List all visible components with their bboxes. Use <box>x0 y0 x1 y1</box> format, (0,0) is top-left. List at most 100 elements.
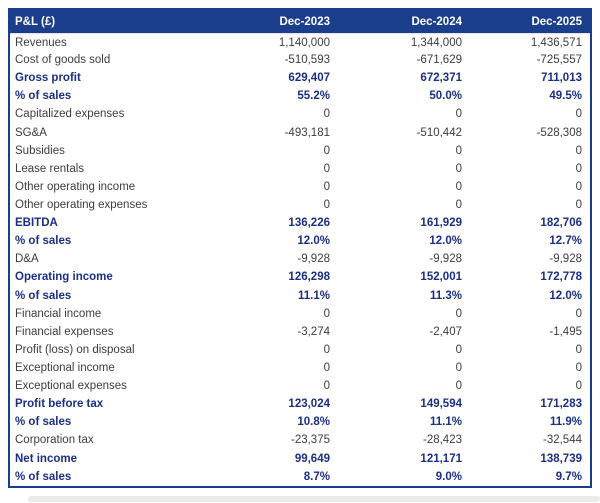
column-header-dec-2024: Dec-2024 <box>411 15 462 28</box>
row-value: -2,407 <box>429 325 462 338</box>
row-value: 0 <box>455 343 462 356</box>
row-value: -725,557 <box>536 54 582 67</box>
table-row: Cost of goods sold -510,593 -671,629 -725,5… <box>10 51 590 69</box>
row-value: 138,739 <box>540 452 582 465</box>
table-row: Other operating expenses 0 0 0 <box>10 196 590 214</box>
table-row: EBITDA 136,226 161,929 182,706 <box>10 214 590 232</box>
row-value: 0 <box>323 307 330 320</box>
row-value: 12.0% <box>549 289 582 302</box>
row-value: 1,436,571 <box>530 36 582 49</box>
row-value: -32,544 <box>542 434 582 447</box>
row-value: 99,649 <box>294 452 330 465</box>
row-value: 0 <box>575 307 582 320</box>
row-label: Exceptional income <box>15 362 115 375</box>
table-row: Lease rentals 0 0 0 <box>10 160 590 178</box>
row-value: 172,778 <box>540 271 582 284</box>
row-value: -671,629 <box>416 54 462 67</box>
row-value: 0 <box>575 343 582 356</box>
row-value: 672,371 <box>420 72 462 85</box>
row-value: 161,929 <box>420 217 462 230</box>
row-value: 0 <box>323 199 330 212</box>
column-header-dec-2025: Dec-2025 <box>531 15 582 28</box>
row-label: Operating income <box>15 271 113 284</box>
row-value: 0 <box>575 180 582 193</box>
row-label: Profit before tax <box>15 398 104 411</box>
row-value: 0 <box>455 162 462 175</box>
row-value: 11.1% <box>430 416 462 429</box>
row-value: 12.7% <box>549 235 582 248</box>
row-value: 0 <box>455 180 462 193</box>
row-value: 629,407 <box>288 72 330 85</box>
table-row: % of sales 11.1% 11.3% 12.0% <box>10 287 590 305</box>
row-label: Corporation tax <box>15 434 94 447</box>
row-value: 0 <box>575 162 582 175</box>
horizontal-scrollbar[interactable] <box>28 496 600 502</box>
table-row: Capitalized expenses 0 0 0 <box>10 105 590 123</box>
table-row: Financial expenses -3,274 -2,407 -1,495 <box>10 323 590 341</box>
row-value: -510,593 <box>284 54 330 67</box>
table-row: Net income 99,649 121,171 138,739 <box>10 450 590 468</box>
row-value: 10.8% <box>297 416 330 429</box>
table-row: % of sales 8.7% 9.0% 9.7% <box>10 468 590 486</box>
row-value: 0 <box>575 199 582 212</box>
row-label: Subsidies <box>15 144 65 157</box>
row-label: EBITDA <box>15 217 58 230</box>
row-value: -23,375 <box>290 434 330 447</box>
row-label: Other operating expenses <box>15 199 148 212</box>
row-value: 12.0% <box>297 235 330 248</box>
row-value: -510,442 <box>416 126 462 139</box>
row-value: 1,344,000 <box>410 36 462 49</box>
column-header-dec-2023: Dec-2023 <box>279 15 330 28</box>
row-label: % of sales <box>15 90 72 103</box>
table-row: Financial income 0 0 0 <box>10 305 590 323</box>
row-value: 0 <box>323 362 330 375</box>
row-value: 0 <box>575 144 582 157</box>
row-value: 49.5% <box>549 90 582 103</box>
row-value: 9.0% <box>435 470 462 483</box>
table-row: Profit (loss) on disposal 0 0 0 <box>10 341 590 359</box>
row-label: % of sales <box>15 235 72 248</box>
row-value: 0 <box>455 144 462 157</box>
row-label: Revenues <box>15 36 67 49</box>
table-row: Other operating income 0 0 0 <box>10 178 590 196</box>
row-value: 0 <box>323 144 330 157</box>
row-value: 123,024 <box>288 398 330 411</box>
row-value: 0 <box>455 307 462 320</box>
row-value: 171,283 <box>540 398 582 411</box>
row-value: 55.2% <box>297 90 330 103</box>
row-value: 149,594 <box>420 398 462 411</box>
row-label: % of sales <box>15 416 72 429</box>
row-label: D&A <box>15 253 39 266</box>
row-label: Gross profit <box>15 72 81 85</box>
row-value: -1,495 <box>549 325 582 338</box>
row-value: 11.1% <box>298 289 330 302</box>
pnl-table-body: Revenues 1,140,000 1,344,000 1,436,571 Cost … <box>10 33 590 486</box>
row-value: -28,423 <box>422 434 462 447</box>
row-label: Cost of goods sold <box>15 54 111 67</box>
pnl-table: P&L (£) Dec-2023 Dec-2024 Dec-2025 Reven… <box>8 8 592 488</box>
table-row: SG&A -493,181 -510,442 -528,308 <box>10 124 590 142</box>
row-label: Other operating income <box>15 180 136 193</box>
table-header-row: P&L (£) Dec-2023 Dec-2024 Dec-2025 <box>10 10 590 33</box>
row-value: 12.0% <box>429 235 462 248</box>
row-value: 0 <box>455 199 462 212</box>
row-label: Profit (loss) on disposal <box>15 343 135 356</box>
row-value: -528,308 <box>536 126 582 139</box>
table-row: Corporation tax -23,375 -28,423 -32,544 <box>10 431 590 449</box>
row-value: 9.7% <box>555 470 582 483</box>
row-value: 0 <box>323 180 330 193</box>
row-value: 0 <box>323 343 330 356</box>
table-row: Operating income 126,298 152,001 172,778 <box>10 268 590 286</box>
row-value: 121,171 <box>420 452 462 465</box>
table-row: Exceptional expenses 0 0 0 <box>10 377 590 395</box>
row-value: -9,928 <box>429 253 462 266</box>
row-value: 1,140,000 <box>278 36 330 49</box>
row-label: SG&A <box>15 126 47 139</box>
row-value: 0 <box>575 362 582 375</box>
row-label: % of sales <box>15 470 72 483</box>
row-value: -9,928 <box>297 253 330 266</box>
table-row: Gross profit 629,407 672,371 711,013 <box>10 69 590 87</box>
row-value: 711,013 <box>541 72 582 85</box>
row-label: Exceptional expenses <box>15 380 127 393</box>
row-value: 0 <box>455 380 462 393</box>
